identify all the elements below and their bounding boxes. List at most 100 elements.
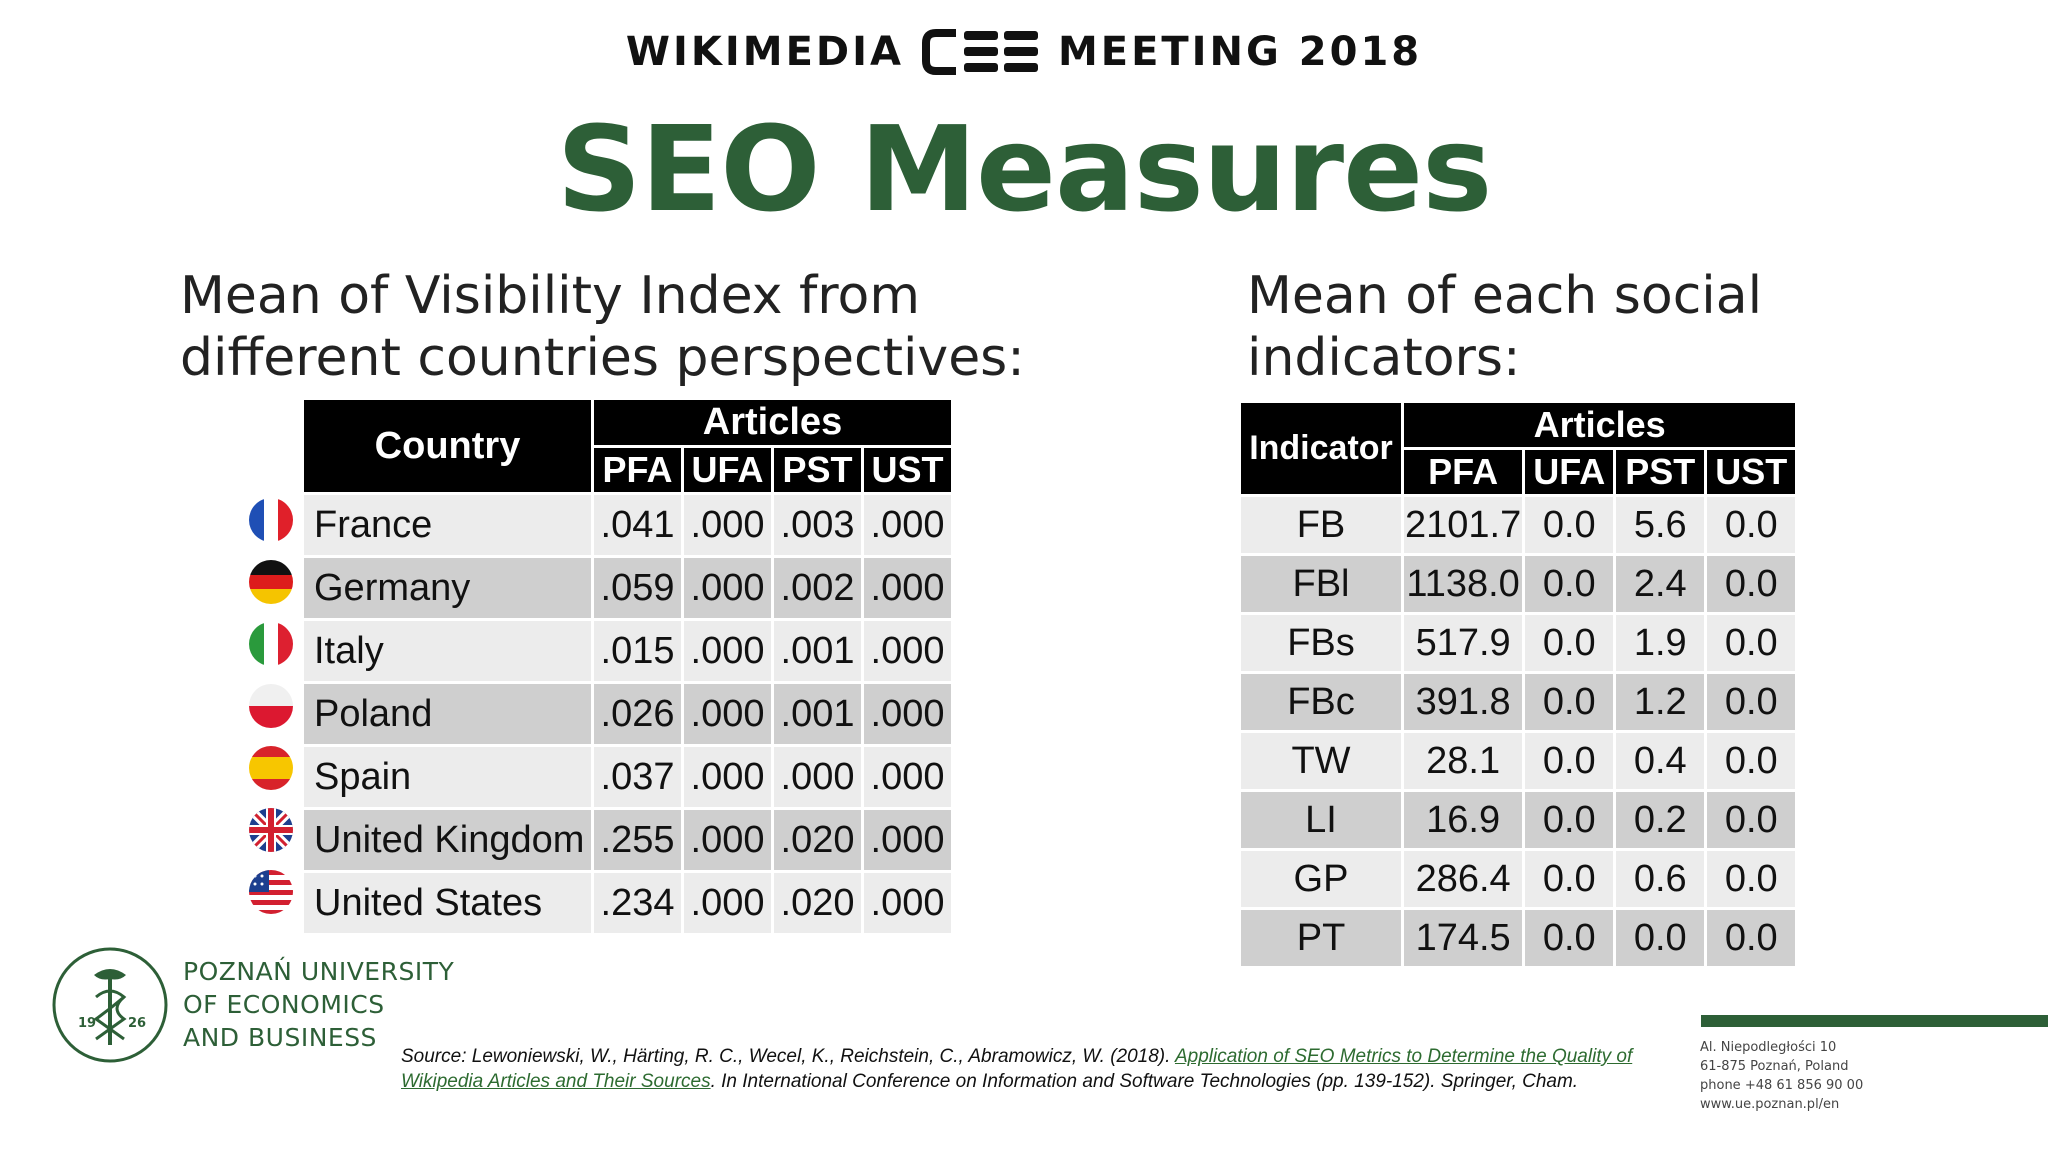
value-cell: 0.0 xyxy=(1707,792,1796,848)
value-cell: .255 xyxy=(594,810,681,870)
social-indicators-table: Indicator Articles PFA UFA PST UST FB 21… xyxy=(1238,400,1798,969)
value-cell: .000 xyxy=(864,495,951,555)
value-cell: 0.0 xyxy=(1616,910,1705,966)
value-cell: .003 xyxy=(774,495,861,555)
value-cell: 1.9 xyxy=(1616,615,1705,671)
value-cell: 0.0 xyxy=(1525,497,1614,553)
source-prefix: Source: Lewoniewski, W., Härting, R. C.,… xyxy=(401,1046,1175,1067)
country-cell: Poland xyxy=(304,684,591,744)
university-name: POZNAŃ UNIVERSITY OF ECONOMICS AND BUSIN… xyxy=(183,955,454,1054)
value-cell: 0.0 xyxy=(1707,733,1796,789)
value-cell: .000 xyxy=(864,558,951,618)
left-subtitle-line1: Mean of Visibility Index from xyxy=(180,266,921,326)
indicator-header: Indicator xyxy=(1241,403,1401,494)
value-cell: .001 xyxy=(774,684,861,744)
logo-year-left: 19 xyxy=(78,1016,96,1031)
value-cell: 0.0 xyxy=(1707,851,1796,907)
table-row: Germany .059 .000 .002 .000 xyxy=(304,558,951,618)
country-cell: Germany xyxy=(304,558,591,618)
value-cell: .000 xyxy=(684,495,771,555)
value-cell: .020 xyxy=(774,873,861,933)
column-header-ufa: UFA xyxy=(1525,450,1614,494)
value-cell: .041 xyxy=(594,495,681,555)
address-website[interactable]: www.ue.poznan.pl/en xyxy=(1700,1097,1840,1112)
articles-group-header: Articles xyxy=(594,400,951,445)
indicator-cell: PT xyxy=(1241,910,1401,966)
value-cell: 28.1 xyxy=(1404,733,1523,789)
indicator-cell: FB xyxy=(1241,497,1401,553)
indicator-cell: TW xyxy=(1241,733,1401,789)
table-row: PT 174.5 0.0 0.0 0.0 xyxy=(1241,910,1796,966)
value-cell: 0.2 xyxy=(1616,792,1705,848)
value-cell: 0.0 xyxy=(1707,556,1796,612)
column-header-pfa: PFA xyxy=(594,448,681,492)
france-flag-icon xyxy=(249,498,293,542)
left-subtitle-line2: different countries perspectives: xyxy=(180,328,1025,388)
table-row: United Kingdom .255 .000 .020 .000 xyxy=(304,810,951,870)
column-header-pst: PST xyxy=(1616,450,1705,494)
column-header-pfa: PFA xyxy=(1404,450,1523,494)
germany-flag-icon xyxy=(249,560,293,604)
address-line1: Al. Niepodległości 10 xyxy=(1700,1040,1837,1055)
university-logo-icon: 19 26 xyxy=(50,945,170,1069)
country-cell: Spain xyxy=(304,747,591,807)
address-phone: phone +48 61 856 90 00 xyxy=(1700,1078,1864,1093)
left-subtitle: Mean of Visibility Index from different … xyxy=(180,265,1080,389)
column-header-ust: UST xyxy=(864,448,951,492)
value-cell: 0.0 xyxy=(1525,792,1614,848)
indicator-cell: FBs xyxy=(1241,615,1401,671)
value-cell: .000 xyxy=(684,747,771,807)
table-row: FBl 1138.0 0.0 2.4 0.0 xyxy=(1241,556,1796,612)
table-row: Italy .015 .000 .001 .000 xyxy=(304,621,951,681)
value-cell: 0.0 xyxy=(1707,615,1796,671)
value-cell: .000 xyxy=(864,873,951,933)
university-name-line1: POZNAŃ UNIVERSITY xyxy=(183,957,455,986)
visibility-index-table: Country Articles PFA UFA PST UST France … xyxy=(301,397,954,936)
indicator-cell: GP xyxy=(1241,851,1401,907)
university-address: Al. Niepodległości 10 61-875 Poznań, Pol… xyxy=(1700,1038,1863,1114)
poland-flag-icon xyxy=(249,684,293,728)
university-name-line2: OF ECONOMICS xyxy=(183,990,385,1019)
header-right-word: MEETING 2018 xyxy=(1057,29,1423,75)
header-left-word: WIKIMEDIA xyxy=(625,29,904,75)
indicator-cell: FBc xyxy=(1241,674,1401,730)
value-cell: .000 xyxy=(864,684,951,744)
footer-accent-bar xyxy=(1701,1015,2048,1027)
value-cell: 0.4 xyxy=(1616,733,1705,789)
value-cell: .000 xyxy=(864,747,951,807)
column-header-pst: PST xyxy=(774,448,861,492)
value-cell: .037 xyxy=(594,747,681,807)
value-cell: 5.6 xyxy=(1616,497,1705,553)
value-cell: 0.0 xyxy=(1707,910,1796,966)
value-cell: .000 xyxy=(684,684,771,744)
value-cell: .000 xyxy=(684,873,771,933)
value-cell: .000 xyxy=(684,558,771,618)
value-cell: 174.5 xyxy=(1404,910,1523,966)
event-header: WIKIMEDIA MEETING 2018 xyxy=(0,22,2048,82)
value-cell: 0.0 xyxy=(1525,556,1614,612)
value-cell: .000 xyxy=(684,621,771,681)
value-cell: 16.9 xyxy=(1404,792,1523,848)
right-subtitle-line2: indicators: xyxy=(1247,328,1521,388)
value-cell: 0.0 xyxy=(1525,733,1614,789)
source-paper-link[interactable]: Application of SEO Metrics to Determine … xyxy=(401,1046,1633,1092)
logo-year-right: 26 xyxy=(128,1016,146,1031)
table-row: TW 28.1 0.0 0.4 0.0 xyxy=(1241,733,1796,789)
cee-logo-icon xyxy=(921,29,1040,75)
table-row: GP 286.4 0.0 0.6 0.0 xyxy=(1241,851,1796,907)
column-header-ust: UST xyxy=(1707,450,1796,494)
page-title: SEO Measures xyxy=(556,100,1493,238)
table-row: FBs 517.9 0.0 1.9 0.0 xyxy=(1241,615,1796,671)
column-header-ufa: UFA xyxy=(684,448,771,492)
value-cell: .000 xyxy=(684,810,771,870)
italy-flag-icon xyxy=(249,622,293,666)
articles-group-header: Articles xyxy=(1404,403,1796,447)
value-cell: .026 xyxy=(594,684,681,744)
value-cell: 0.0 xyxy=(1707,674,1796,730)
value-cell: 286.4 xyxy=(1404,851,1523,907)
university-name-line3: AND BUSINESS xyxy=(183,1023,377,1052)
table-row: FBc 391.8 0.0 1.2 0.0 xyxy=(1241,674,1796,730)
value-cell: 517.9 xyxy=(1404,615,1523,671)
value-cell: 0.0 xyxy=(1525,674,1614,730)
table-row: France .041 .000 .003 .000 xyxy=(304,495,951,555)
